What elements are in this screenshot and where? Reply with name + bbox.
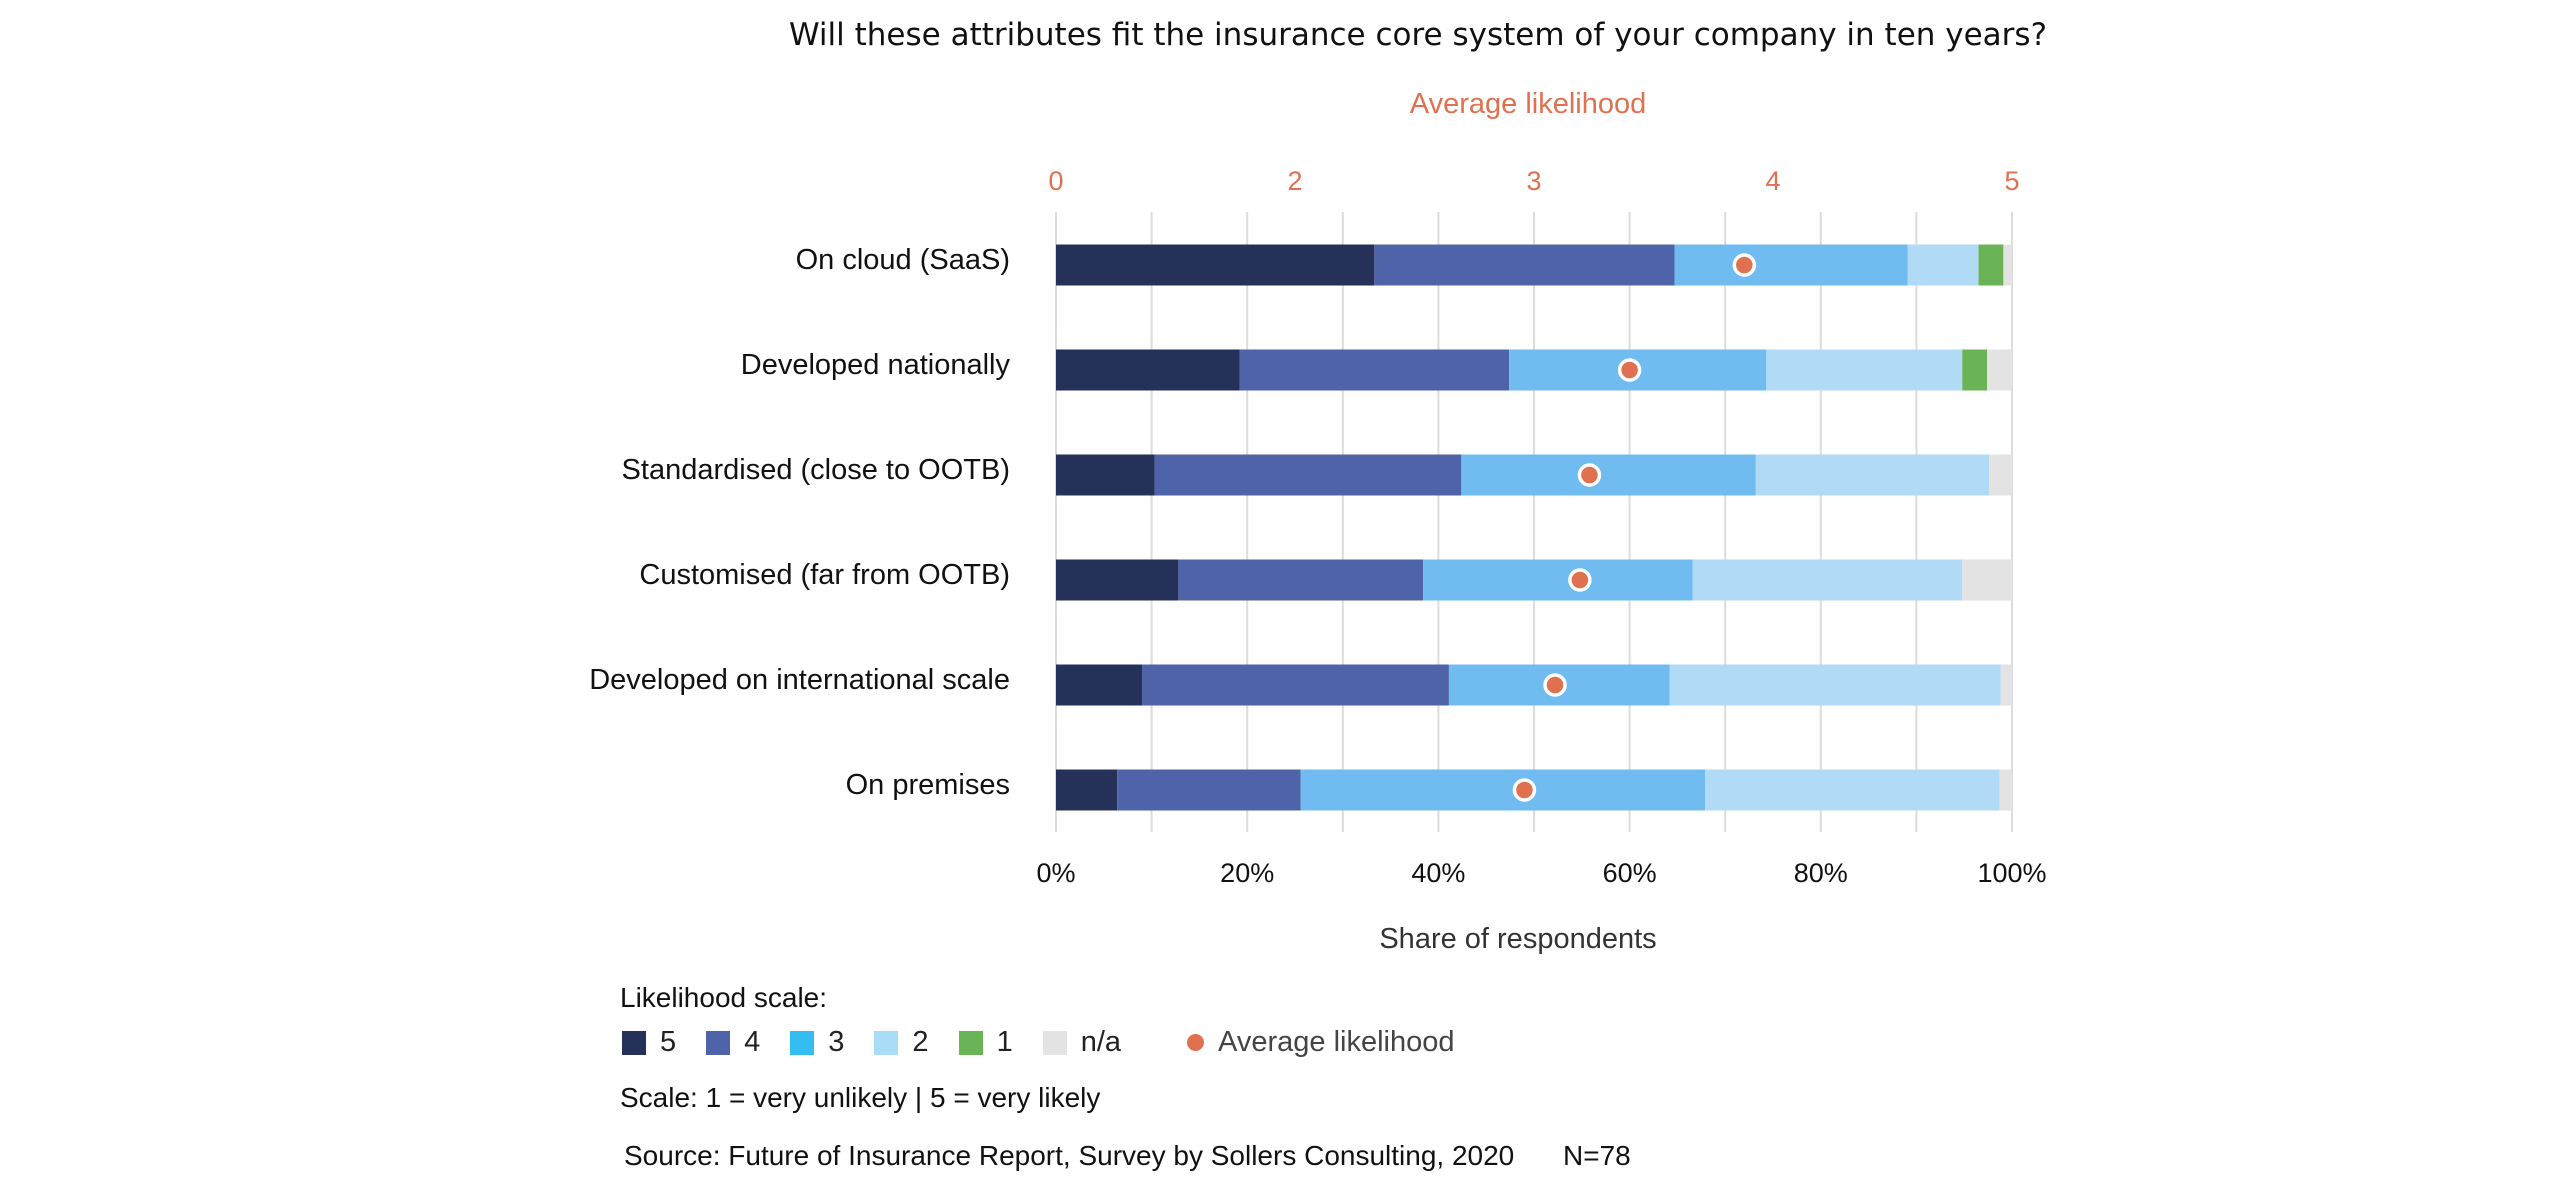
bars [1056,244,2012,811]
x-tick-label: 60% [1603,858,1657,888]
average-likelihood-dot [1577,463,1602,487]
legend-label: 3 [828,1026,845,1058]
secondary-axis-ticks: 0 2 3 4 5 [1048,166,2019,196]
bar-segment [1178,559,1424,601]
bar-segment [1978,244,2004,286]
legend-title: Likelihood scale: [620,982,828,1013]
x-tick-label: 20% [1220,858,1274,888]
average-likelihood-dot [1543,673,1567,697]
bar-segment [1674,244,1908,286]
x-axis-ticks: 0% 20% 40% 60% 80% 100% [1036,858,2046,888]
legend-label: 4 [744,1026,761,1058]
category-label: Developed nationally [741,349,1011,381]
bar-segment [1056,244,1375,286]
bar-segment [1705,769,2000,811]
legend-label: 2 [912,1026,929,1058]
legend-label: Average likelihood [1218,1026,1455,1058]
legend-swatch [958,1030,983,1055]
bar-segment [1239,349,1510,391]
legend-label: 5 [660,1026,677,1058]
category-label: On cloud (SaaS) [796,244,1010,276]
legend-item-1: 1 [958,1026,1013,1059]
legend-item-average: Average likelihood [1151,1026,1455,1059]
bar-segment [1962,559,2012,601]
legend-swatch [622,1030,646,1055]
secondary-axis-title: Average likelihood [1410,88,1646,120]
category-label: Standardised (close to OOTB) [622,454,1010,486]
bar-segment [1154,454,1462,496]
average-markers [1512,253,1757,802]
legend-label: n/a [1080,1026,1122,1058]
sample-size-note: N=78 [1563,1140,1631,1171]
legend-swatch [1042,1030,1067,1055]
bar-segment [2003,244,2012,286]
secondary-tick-label: 5 [2004,166,2019,196]
legend-swatch [790,1030,815,1055]
bar-segment [1692,559,1963,601]
category-label: Customised (far from OOTB) [639,559,1010,591]
bar-segment [1056,454,1155,496]
secondary-tick-label: 4 [1765,166,1780,196]
legend-swatch [874,1030,899,1055]
bar-segment [1962,349,1988,391]
secondary-tick-label: 0 [1048,166,1063,196]
chart-title: Will these attributes fit the insurance … [789,17,2047,53]
legend-item-2: 2 [874,1026,929,1059]
bar-segment [1142,664,1449,706]
bar-segment [1056,349,1240,391]
bar-segment [2000,664,2012,706]
bar-segment [1056,664,1143,706]
source-note: Source: Future of Insurance Report, Surv… [624,1140,1515,1171]
bar-segment [1423,559,1693,601]
bar-segment [1056,559,1179,601]
x-tick-label: 100% [1977,858,2046,888]
x-tick-label: 0% [1036,858,1075,888]
bar-segment [1300,769,1706,811]
legend-label: 1 [996,1026,1013,1058]
legend: 5 4 3 2 1 n/a Average likelihood [622,1026,1485,1059]
category-label: Developed on international scale [589,664,1010,696]
legend-item-na: n/a [1042,1026,1122,1059]
bar-segment [1669,664,2001,706]
average-likelihood-dot [1512,778,1537,802]
average-likelihood-dot [1617,358,1642,382]
bar-segment [1117,769,1301,811]
legend-item-5: 5 [622,1026,676,1059]
legend-swatch [706,1030,731,1055]
legend-item-3: 3 [790,1026,844,1059]
bar-segment [1907,244,1979,286]
average-likelihood-dot [1732,253,1757,277]
bar-segment [1755,454,1990,496]
bar-segment [1374,244,1675,286]
x-tick-label: 80% [1794,858,1848,888]
bar-segment [1999,769,2012,811]
category-label: On premises [846,769,1010,801]
average-likelihood-dot [1568,568,1592,592]
bar-segment [1056,769,1118,811]
bar-segment [1987,349,2012,391]
bar-segment [1766,349,1963,391]
x-axis-title: Share of respondents [1379,923,1656,955]
legend-average-dot [1187,1034,1205,1051]
category-labels: On cloud (SaaS) Developed nationally Stand… [589,244,1010,801]
gridlines [1055,212,2013,832]
bar-segment [1461,454,1756,496]
secondary-tick-label: 3 [1526,166,1541,196]
x-tick-label: 40% [1411,858,1465,888]
bar-segment [1989,454,2012,496]
secondary-tick-label: 2 [1287,166,1302,196]
scale-note: Scale: 1 = very unlikely | 5 = very like… [620,1082,1101,1113]
legend-item-4: 4 [706,1026,760,1059]
